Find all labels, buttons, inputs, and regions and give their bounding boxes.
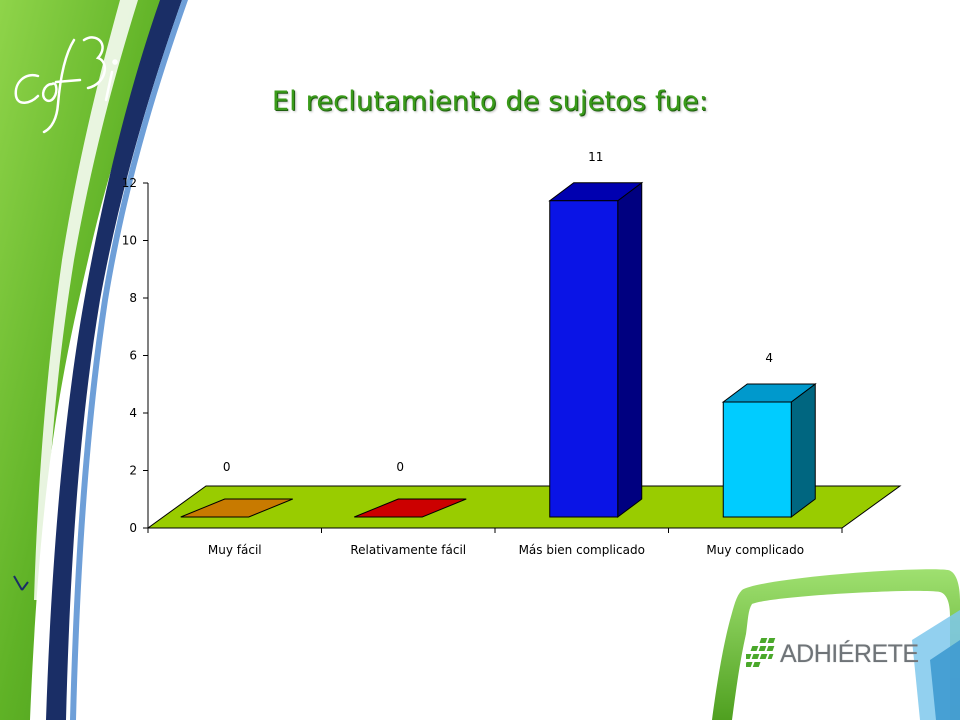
y-tick-label: 0 xyxy=(129,521,137,535)
y-tick-label: 12 xyxy=(122,176,137,190)
y-tick-label: 6 xyxy=(129,349,137,363)
bar xyxy=(354,498,467,518)
x-category-label: Muy complicado xyxy=(706,543,804,557)
adherete-logo: ADHIÉRETE xyxy=(743,636,919,672)
adherete-dots-icon xyxy=(743,638,776,667)
x-category-label: Muy fácil xyxy=(208,543,262,557)
bar-data-label: 0 xyxy=(396,460,404,474)
cofbi-logo xyxy=(14,36,118,134)
sidebar-navy-stripe xyxy=(46,0,182,720)
sidebar-green-band xyxy=(0,0,170,720)
adherete-brand-text: ADHIÉRETE xyxy=(780,640,919,668)
bar xyxy=(549,200,619,518)
x-category-label: Más bien complicado xyxy=(519,543,645,557)
bar xyxy=(180,498,293,518)
y-tick-label: 8 xyxy=(129,291,137,305)
x-category-label: Relativamente fácil xyxy=(350,543,466,557)
y-tick-label: 2 xyxy=(129,464,137,478)
chart-title: El reclutamiento de sujetos fue: xyxy=(271,86,709,117)
y-tick-label: 10 xyxy=(122,234,137,248)
y-tick-label: 4 xyxy=(129,406,137,420)
adherete-frame xyxy=(712,569,960,720)
bar-side xyxy=(617,181,643,518)
bar-data-label: 0 xyxy=(223,460,231,474)
bar-data-label: 4 xyxy=(765,351,773,365)
bar-data-label: 11 xyxy=(588,150,603,164)
sidebar-white-swoosh xyxy=(34,0,138,600)
bar xyxy=(722,401,792,518)
bar-side xyxy=(790,383,816,518)
sidebar-arrow-marks xyxy=(13,575,29,591)
